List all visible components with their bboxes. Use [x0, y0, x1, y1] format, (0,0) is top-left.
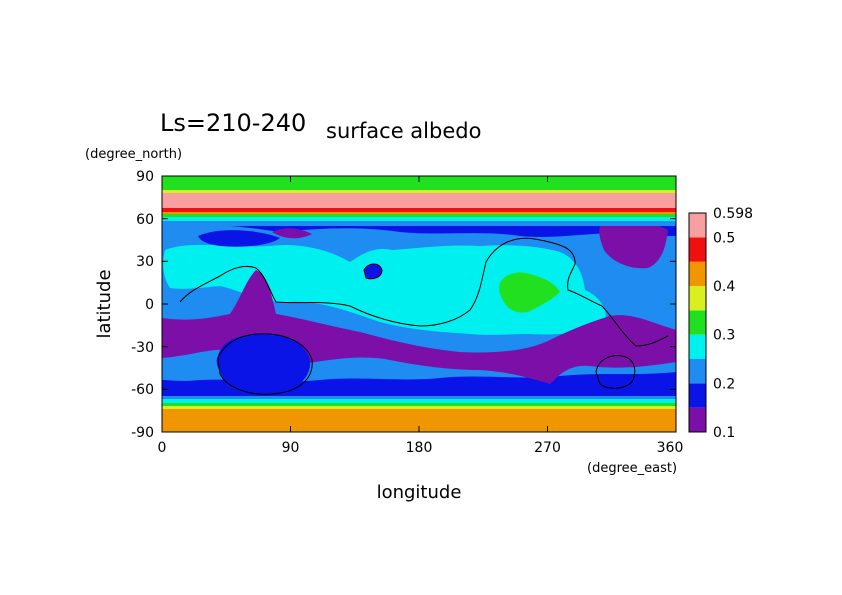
y-tick-label: 90: [136, 169, 154, 185]
band-north-cyan: [162, 217, 676, 221]
colorbar-swatch: [689, 407, 706, 432]
band-south-yellow: [162, 406, 676, 409]
contour-field: [162, 176, 676, 432]
fill-level-0.1-north-mid: [272, 228, 312, 239]
band-north-red: [162, 208, 676, 212]
band-south-green: [162, 403, 676, 406]
x-ticks: [161, 176, 677, 432]
fill-level-0.1-north-east: [599, 221, 668, 269]
y-axis-title: latitude: [94, 269, 115, 338]
y-tick-label: -90: [131, 425, 154, 441]
colorbar-swatch: [689, 286, 706, 311]
colorbar-frame: [688, 212, 707, 433]
fill-level-0.25-small: [310, 363, 340, 377]
chart-subtitle: Ls=210-240: [160, 109, 306, 137]
x-unit-label: (degree_east): [587, 461, 677, 476]
x-tick-label: 180: [406, 440, 433, 456]
fill-level-0.2-blob: [198, 230, 280, 247]
y-ticks: [162, 175, 676, 433]
band-north-lightblue: [162, 221, 676, 226]
colorbar-swatch: [689, 334, 706, 359]
x-axis-title: longitude: [377, 482, 462, 503]
colorbar-label: 0.3: [713, 328, 735, 344]
y-unit-label: (degree_north): [85, 147, 182, 162]
colorbar-label: 0.5: [713, 230, 735, 246]
y-tick-label: 0: [145, 297, 154, 313]
band-south-cyan: [162, 399, 676, 403]
x-tick-label: 360: [657, 440, 684, 456]
colorbar-swatch: [689, 310, 706, 335]
chart-title: surface albedo: [326, 119, 481, 143]
band-north-pink: [162, 193, 676, 208]
colorbar-swatch: [689, 213, 706, 238]
y-tick-label: 30: [136, 254, 154, 270]
colorbar-label: 0.1: [713, 425, 735, 441]
band-north-yellow: [162, 190, 676, 193]
colorbar-label: 0.4: [713, 279, 735, 295]
colorbar-swatch: [689, 261, 706, 286]
colorbar-label: 0.598: [713, 206, 753, 222]
colorbar: 0.1 0.2 0.3 0.4 0.5 0.598: [688, 206, 753, 441]
topography-contours: [179, 237, 669, 395]
colorbar-swatch: [689, 383, 706, 408]
colorbar-label: 0.2: [713, 376, 735, 392]
colorbar-swatch: [689, 359, 706, 384]
fill-level-0.2-spot: [364, 264, 382, 279]
fill-level-0.2-south-basin: [216, 334, 311, 394]
y-tick-label: -60: [131, 382, 154, 398]
colorbar-swatch: [689, 237, 706, 262]
band-north-green2: [162, 214, 676, 217]
y-tick-label: 60: [136, 212, 154, 228]
x-tick-label: 0: [158, 440, 167, 456]
band-north-orange: [162, 212, 676, 214]
x-tick-label: 90: [282, 440, 300, 456]
band-south-lightblue: [162, 396, 676, 399]
fill-level-0.4: [499, 272, 560, 313]
fill-level-0.3: [163, 244, 606, 335]
y-tick-label: -30: [131, 340, 154, 356]
x-tick-label: 270: [534, 440, 561, 456]
